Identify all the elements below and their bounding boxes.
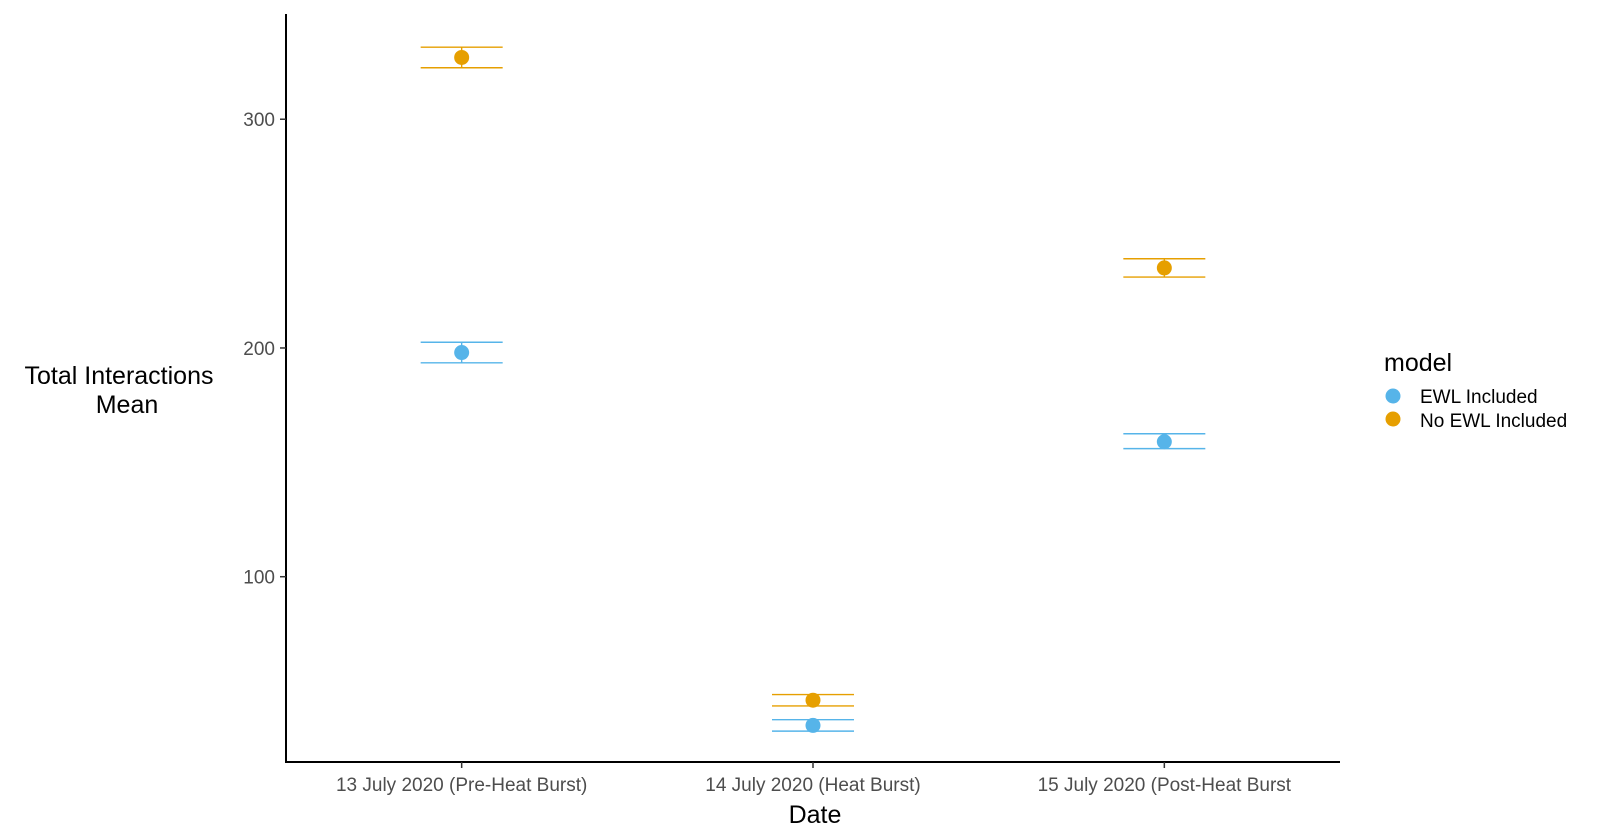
x-tick-label: 14 July 2020 (Heat Burst) xyxy=(705,775,920,796)
series-no-ewl-included xyxy=(420,46,1206,708)
legend: model EWL Included No EWL Included xyxy=(1384,349,1567,432)
data-point xyxy=(454,345,470,361)
y-tick-label: 300 xyxy=(243,110,275,131)
y-axis-title-line-2: Mean xyxy=(96,391,159,419)
x-tick-label: 15 July 2020 (Post-Heat Burst xyxy=(1038,775,1292,796)
data-point xyxy=(454,49,470,65)
legend-label-ewl-included: EWL Included xyxy=(1420,387,1538,408)
y-axis-title-line-1: Total Interactions xyxy=(25,362,214,390)
data-point xyxy=(805,717,821,733)
y-tick-label: 200 xyxy=(243,339,275,360)
data-point xyxy=(1156,260,1172,276)
legend-swatch-ewl-included xyxy=(1385,388,1401,404)
plot-area xyxy=(420,46,1206,733)
x-axis-ticks: 13 July 2020 (Pre-Heat Burst) 14 July 202… xyxy=(336,762,1292,796)
data-point xyxy=(1156,434,1172,450)
legend-swatch-no-ewl-included xyxy=(1385,411,1401,427)
x-axis-title: Date xyxy=(789,801,842,829)
y-tick-label: 100 xyxy=(243,568,275,589)
y-axis-ticks: 100 200 300 xyxy=(243,110,286,589)
x-tick-label: 13 July 2020 (Pre-Heat Burst) xyxy=(336,775,587,796)
series-ewl-included xyxy=(420,341,1206,733)
legend-label-no-ewl-included: No EWL Included xyxy=(1420,411,1567,432)
data-point xyxy=(805,692,821,708)
legend-title: model xyxy=(1384,349,1452,377)
